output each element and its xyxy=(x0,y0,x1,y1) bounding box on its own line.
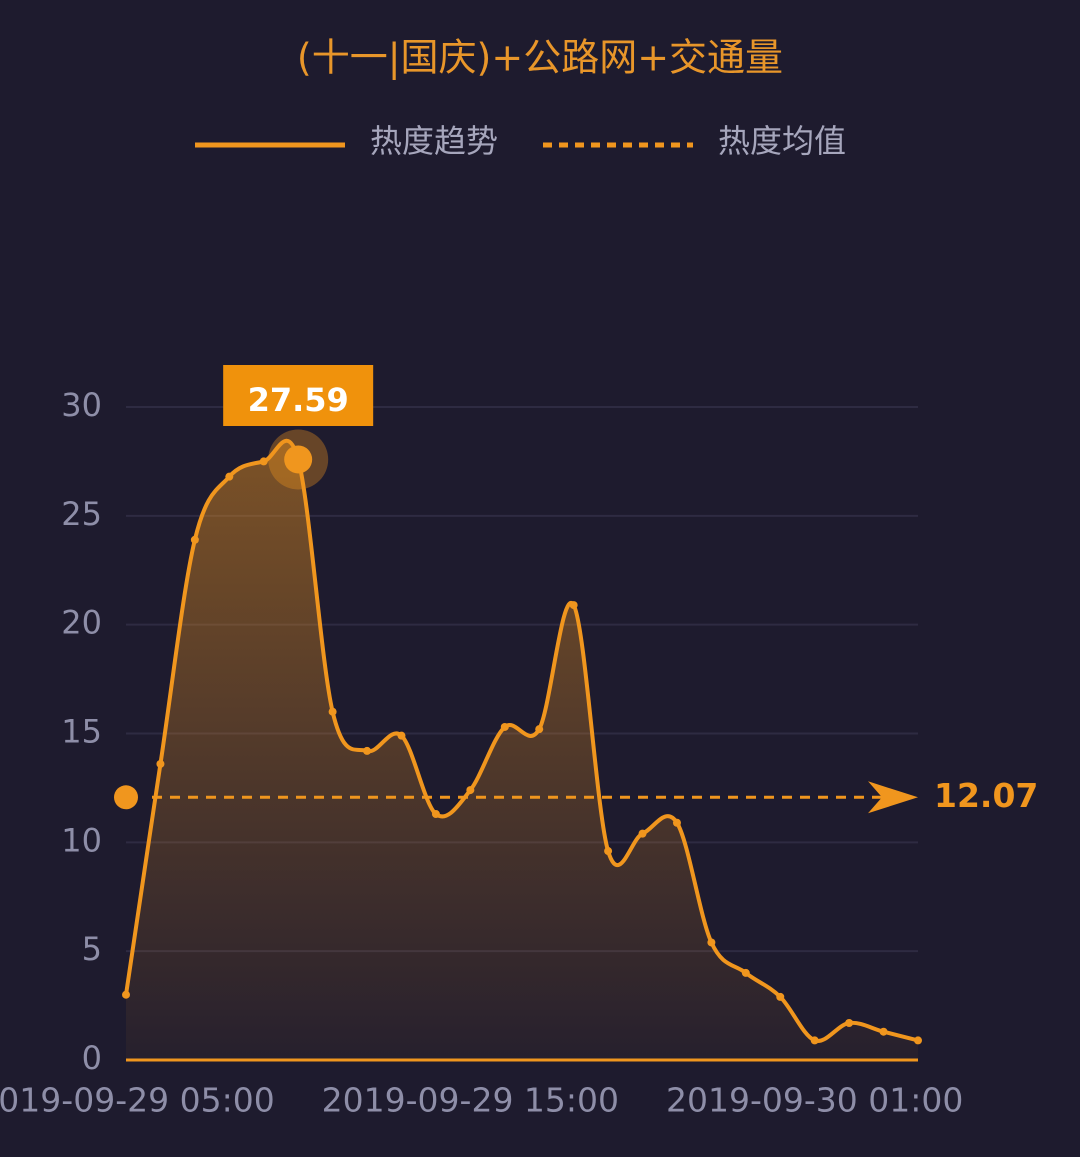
point xyxy=(672,818,681,827)
x-tick-label: 2019-09-29 05:00 xyxy=(0,1081,275,1120)
point xyxy=(914,1036,922,1045)
point xyxy=(328,707,337,716)
point xyxy=(776,992,785,1001)
y-tick-label: 30 xyxy=(61,386,102,424)
point xyxy=(604,847,613,856)
y-tick-label: 25 xyxy=(61,495,102,533)
point xyxy=(397,731,406,740)
point xyxy=(569,601,578,610)
max-label-box xyxy=(223,365,374,426)
y-tick-label: 20 xyxy=(61,604,102,642)
point xyxy=(190,535,199,544)
x-tick-label: 2019-09-30 01:00 xyxy=(666,1081,963,1120)
point xyxy=(363,746,372,755)
legend-label: 热度均值 xyxy=(718,122,846,160)
point xyxy=(707,938,716,947)
y-tick-label: 15 xyxy=(61,713,102,751)
max-label: 27.59 xyxy=(248,381,349,419)
mean-dot xyxy=(114,785,138,810)
area xyxy=(126,440,918,1060)
chart-title: (十一|国庆)+公路网+交通量 xyxy=(297,36,783,81)
point xyxy=(879,1027,888,1036)
y-tick-label: 5 xyxy=(82,930,102,968)
point xyxy=(122,990,130,999)
x-tick-label: 2019-09-29 15:00 xyxy=(322,1081,619,1120)
point xyxy=(466,786,475,795)
point xyxy=(431,810,440,819)
point xyxy=(638,829,647,838)
y-tick-label: 0 xyxy=(82,1039,102,1077)
point xyxy=(741,968,750,977)
y-tick-label: 10 xyxy=(61,821,102,859)
max-point xyxy=(284,445,313,474)
point xyxy=(810,1036,819,1045)
mean-arrow xyxy=(868,781,918,814)
point xyxy=(156,759,165,768)
point xyxy=(500,722,509,731)
point xyxy=(225,472,234,481)
legend: 热度趋势 热度均值 xyxy=(195,122,846,160)
mean-label: 12.07 xyxy=(934,776,1038,815)
point xyxy=(259,457,268,466)
point xyxy=(845,1018,854,1027)
point xyxy=(535,725,544,734)
legend-label: 热度趋势 xyxy=(370,122,498,160)
